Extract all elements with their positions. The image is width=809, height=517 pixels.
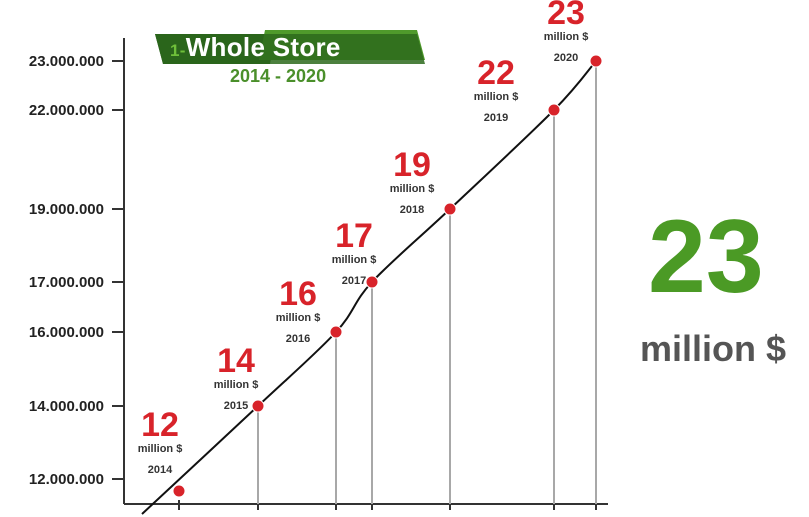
data-label-value: 23: [547, 0, 585, 32]
data-label-unit: million $: [474, 91, 519, 103]
data-label-year: 2014: [148, 464, 173, 476]
y-tick-label: 22.000.000: [29, 102, 104, 119]
chart-title: 1-Whole Store: [170, 32, 341, 63]
data-point-2019: [547, 103, 561, 117]
y-tick-label: 14.000.000: [29, 398, 104, 415]
data-label-year: 2016: [286, 333, 310, 345]
data-point-2016: [329, 325, 343, 339]
drop-lines: [257, 67, 597, 504]
title-banner: [155, 30, 425, 64]
data-label-unit: million $: [214, 379, 259, 391]
chart-subtitle: 2014 - 2020: [230, 66, 327, 86]
data-point-2014: [172, 484, 186, 498]
data-label-year: 2019: [484, 112, 508, 124]
data-label-year: 2020: [554, 52, 578, 64]
title-label: Whole Store: [185, 32, 341, 62]
data-point-2020: [589, 54, 603, 68]
y-tick-label: 17.000.000: [29, 274, 104, 291]
data-label-value: 16: [279, 275, 317, 313]
data-label-year: 2018: [400, 204, 424, 216]
highlight-value: 23: [648, 199, 764, 315]
y-tick-label: 19.000.000: [29, 201, 104, 218]
data-label-value: 12: [141, 406, 179, 444]
highlight-unit: million $: [640, 328, 787, 369]
data-label-value: 22: [477, 54, 515, 92]
title-number: 1-: [170, 41, 186, 60]
data-label-unit: million $: [138, 443, 183, 455]
data-label-unit: million $: [390, 183, 435, 195]
data-label-value: 14: [217, 342, 255, 380]
data-point-2018: [443, 202, 457, 216]
data-label-unit: million $: [332, 254, 377, 266]
data-label-value: 17: [335, 217, 373, 255]
y-tick-label: 16.000.000: [29, 324, 104, 341]
y-tick-label: 12.000.000: [29, 471, 104, 488]
data-point-2015: [251, 399, 265, 413]
data-points: [172, 54, 603, 498]
chart-axes: 23.000.000 22.000.000 19.000.000 17.000.000…: [29, 38, 608, 510]
data-label-unit: million $: [544, 31, 589, 43]
data-label-value: 19: [393, 146, 431, 184]
data-label-year: 2017: [342, 275, 366, 287]
data-label-unit: million $: [276, 312, 321, 324]
data-point-2017: [365, 275, 379, 289]
data-label-year: 2015: [224, 400, 248, 412]
y-tick-label: 23.000.000: [29, 53, 104, 70]
